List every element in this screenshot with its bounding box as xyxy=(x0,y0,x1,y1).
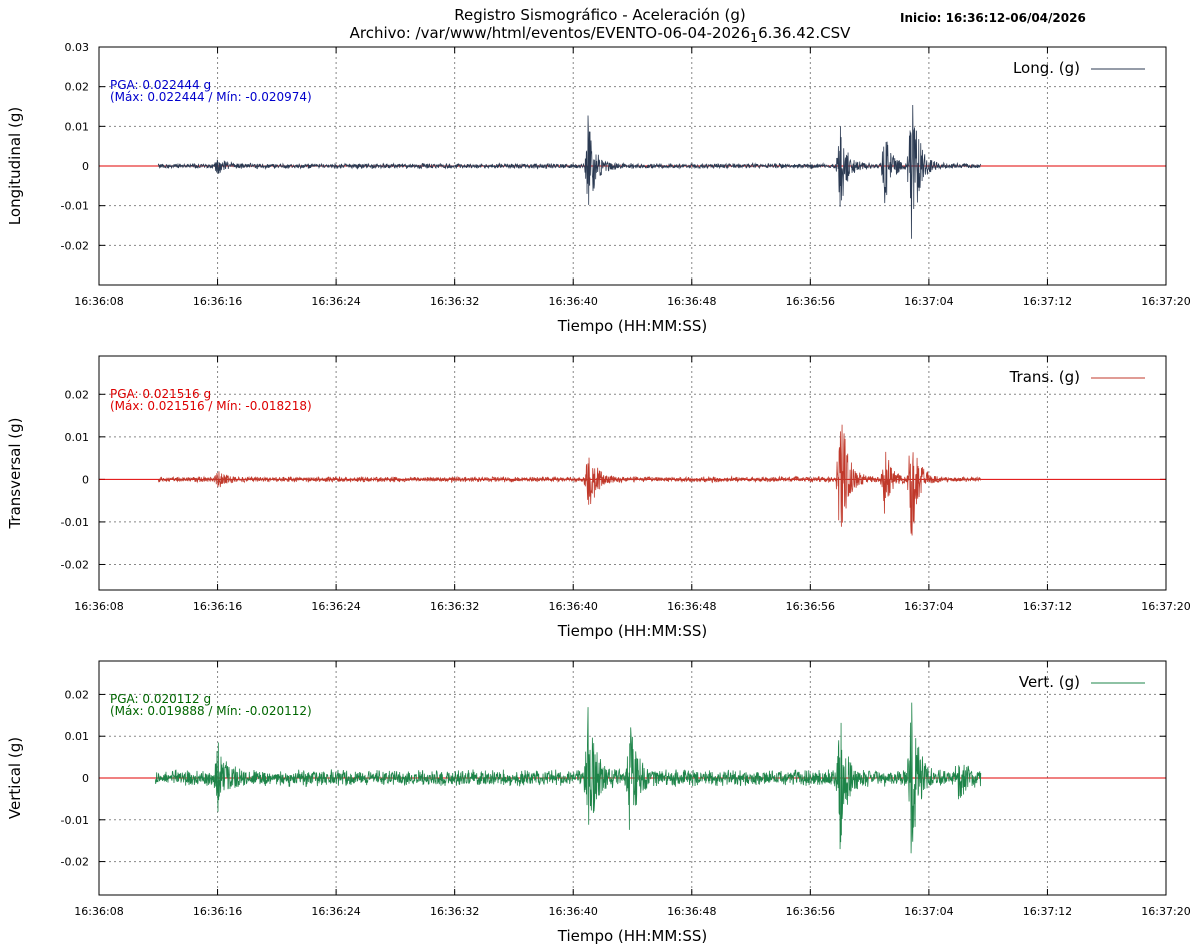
file-path-prefix: Archivo: /var/www/html/eventos/EVENTO-06… xyxy=(349,24,751,42)
panel2-series-line xyxy=(157,424,982,536)
panel2-xtick-label: 16:36:48 xyxy=(667,600,716,613)
panel1-x-axis-label: Tiempo (HH:MM:SS) xyxy=(557,317,707,335)
panel1-xtick-label: 16:36:56 xyxy=(786,295,835,308)
panel3-xtick-label: 16:36:08 xyxy=(74,905,123,918)
panel1-xtick-label: 16:37:20 xyxy=(1141,295,1190,308)
panel1-xtick-label: 16:36:48 xyxy=(667,295,716,308)
panel2-x-axis-label: Tiempo (HH:MM:SS) xyxy=(557,622,707,640)
panel3-ytick-label: 0.02 xyxy=(65,688,90,701)
panel3-xtick-label: 16:37:04 xyxy=(904,905,953,918)
file-path-suffix: 6.36.42.CSV xyxy=(758,24,851,42)
panel3-xtick-label: 16:36:56 xyxy=(786,905,835,918)
panel2-xtick-label: 16:36:32 xyxy=(430,600,479,613)
panel2-maxmin-text: (Máx: 0.021516 / Mín: -0.018218) xyxy=(110,399,312,413)
panel2-xtick-label: 16:36:08 xyxy=(74,600,123,613)
panel1-ytick-label: -0.02 xyxy=(61,239,89,252)
panel2-xtick-label: 16:37:12 xyxy=(1023,600,1072,613)
panel3-maxmin-text: (Máx: 0.019888 / Mín: -0.020112) xyxy=(110,704,312,718)
panel2-ytick-label: 0 xyxy=(82,473,89,486)
panel2-ytick-label: 0.01 xyxy=(65,431,90,444)
file-path-subtitle: Archivo: /var/www/html/eventos/EVENTO-06… xyxy=(0,24,1200,47)
panel2-xtick-label: 16:37:04 xyxy=(904,600,953,613)
panel1-ytick-label: 0 xyxy=(82,160,89,173)
panel2-xtick-label: 16:36:56 xyxy=(786,600,835,613)
panel3-frame xyxy=(98,660,1167,896)
panel3-xtick-label: 16:36:24 xyxy=(311,905,360,918)
panel2-legend-label: Trans. (g) xyxy=(1009,368,1080,386)
panel2-xtick-label: 16:36:16 xyxy=(193,600,242,613)
panel3-xtick-label: 16:37:12 xyxy=(1023,905,1072,918)
panel2-xtick-label: 16:36:40 xyxy=(549,600,598,613)
start-time-label: Inicio: 16:36:12-06/04/2026 xyxy=(900,11,1086,25)
chart-title: Registro Sismográfico - Aceleración (g) xyxy=(454,6,746,24)
panel3-ytick-label: 0 xyxy=(82,772,89,785)
panel2-ytick-label: -0.01 xyxy=(61,516,89,529)
panel1-xtick-label: 16:37:12 xyxy=(1023,295,1072,308)
panel1-series-line xyxy=(157,105,982,239)
panel3-legend-label: Vert. (g) xyxy=(1019,673,1080,691)
panel1-xtick-label: 16:36:40 xyxy=(549,295,598,308)
panel2-xtick-label: 16:36:24 xyxy=(311,600,360,613)
panel3-ytick-label: -0.01 xyxy=(61,814,89,827)
panel3-xtick-label: 16:36:48 xyxy=(667,905,716,918)
file-path-subscript: 1 xyxy=(750,30,759,45)
panel3-y-axis-label: Vertical (g) xyxy=(6,737,24,819)
panel1-xtick-label: 16:36:08 xyxy=(74,295,123,308)
panel2-y-axis-label: Transversal (g) xyxy=(6,417,24,529)
panel2-ytick-label: -0.02 xyxy=(61,558,89,571)
panel3-pga-text: PGA: 0.020112 g xyxy=(110,692,211,706)
panel1-ytick-label: -0.01 xyxy=(61,200,89,213)
panel1-ytick-label: 0.03 xyxy=(65,41,90,54)
panel1-xtick-label: 16:37:04 xyxy=(904,295,953,308)
panel1-pga-text: PGA: 0.022444 g xyxy=(110,78,211,92)
panel1-frame xyxy=(98,46,1167,286)
panel1-legend-label: Long. (g) xyxy=(1013,59,1080,77)
panel1-maxmin-text: (Máx: 0.022444 / Mín: -0.020974) xyxy=(110,90,312,104)
panel3-series-line xyxy=(154,702,982,854)
panel3-ytick-label: 0.01 xyxy=(65,730,90,743)
panel3-xtick-label: 16:37:20 xyxy=(1141,905,1190,918)
panel1-xtick-label: 16:36:32 xyxy=(430,295,479,308)
panel3-x-axis-label: Tiempo (HH:MM:SS) xyxy=(557,927,707,945)
panel3-ytick-label: -0.02 xyxy=(61,856,89,869)
panel2-ytick-label: 0.02 xyxy=(65,388,90,401)
panel3-xtick-label: 16:36:40 xyxy=(549,905,598,918)
panel1-ytick-label: 0.02 xyxy=(65,81,90,94)
panel3-xtick-label: 16:36:32 xyxy=(430,905,479,918)
panel2-frame xyxy=(98,355,1167,591)
panel2-pga-text: PGA: 0.021516 g xyxy=(110,387,211,401)
panel1-xtick-label: 16:36:16 xyxy=(193,295,242,308)
panel1-y-axis-label: Longitudinal (g) xyxy=(6,107,24,225)
panel2-xtick-label: 16:37:20 xyxy=(1141,600,1190,613)
panel1-xtick-label: 16:36:24 xyxy=(311,295,360,308)
panel3-xtick-label: 16:36:16 xyxy=(193,905,242,918)
panel1-ytick-label: 0.01 xyxy=(65,120,90,133)
